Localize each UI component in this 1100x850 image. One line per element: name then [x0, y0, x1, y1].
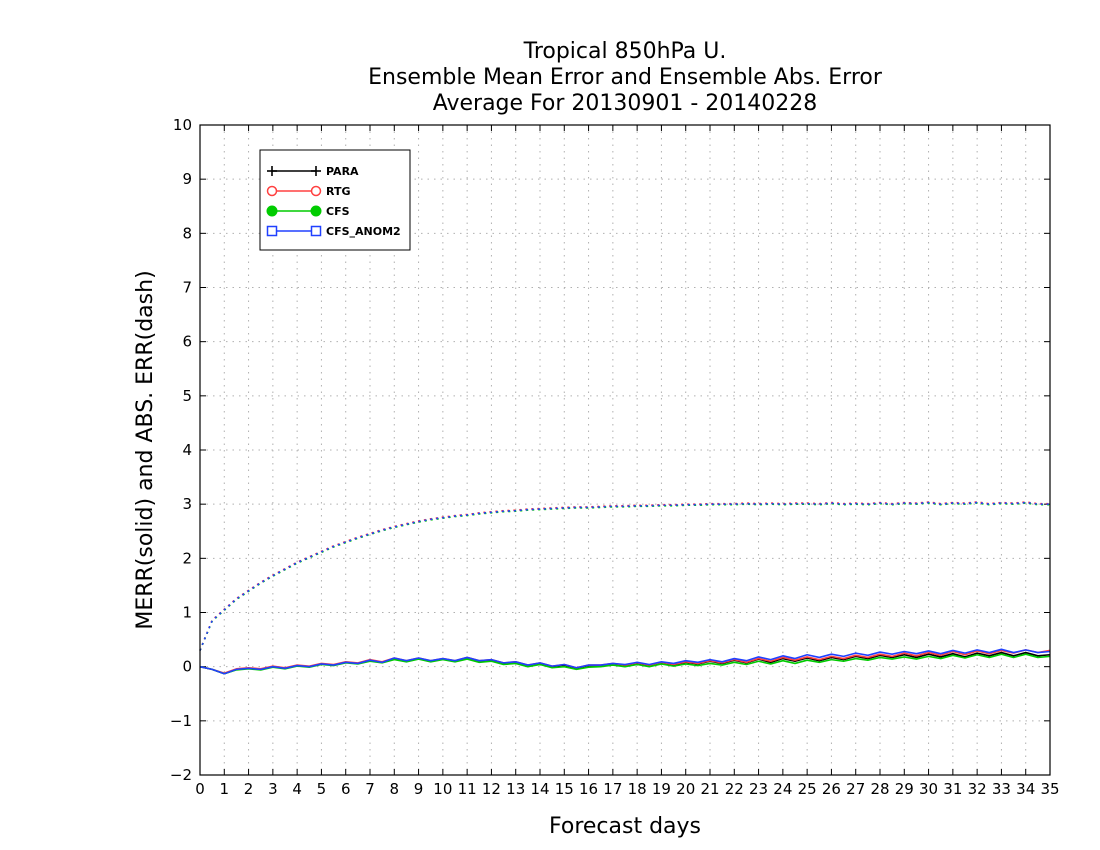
y-tick-label: 9	[182, 170, 192, 188]
x-tick-label: 7	[365, 780, 375, 798]
y-tick-label: −1	[170, 712, 192, 730]
legend-label: PARA	[326, 165, 359, 178]
x-tick-label: 27	[846, 780, 865, 798]
legend-box	[259, 149, 411, 251]
x-tick-label: 29	[895, 780, 914, 798]
plot-frame	[199, 124, 1051, 776]
y-tick-label: 5	[182, 387, 192, 405]
square-marker-icon	[266, 225, 278, 237]
y-tick-label: 10	[173, 116, 192, 134]
legend-item-rtg: RTG	[266, 185, 351, 198]
series-line-cfs-anom2-solid	[199, 648, 1051, 675]
chart-title-line-1: Tropical 850hPa U.	[523, 39, 727, 64]
x-tick-label: 5	[317, 780, 327, 798]
x-tick-label: 0	[195, 780, 205, 798]
filled-circle-marker-icon	[266, 205, 278, 217]
series-line-rtg-dash	[199, 501, 1050, 651]
y-tick-label: 8	[182, 224, 192, 242]
x-tick-label: 11	[458, 780, 477, 798]
y-tick-label: 3	[182, 495, 192, 513]
x-tick-label: 23	[749, 780, 768, 798]
legend-label: CFS	[326, 205, 350, 218]
y-axis-label: MERR(solid) and ABS. ERR(dash)	[133, 270, 158, 629]
x-tick-label: 16	[579, 780, 598, 798]
series-line-rtg-solid	[199, 649, 1051, 674]
x-tick-label: 8	[390, 780, 400, 798]
legend: PARA RTG CFS CFS_ANOM2	[259, 149, 411, 251]
x-tick-label: 18	[628, 780, 647, 798]
x-tick-label: 34	[1016, 780, 1035, 798]
series-line-cfs-anom2-dash	[199, 501, 1050, 651]
x-tick-label: 28	[870, 780, 889, 798]
x-tick-label: 4	[292, 780, 302, 798]
series-line-cfs-dash	[199, 502, 1050, 651]
x-tick-label: 17	[603, 780, 622, 798]
square-marker-icon	[310, 225, 322, 237]
legend-item-cfs-anom2: CFS_ANOM2	[266, 225, 401, 238]
chart-title-line-3: Average For 20130901 - 20140228	[433, 91, 818, 116]
series-line-para-solid	[199, 651, 1051, 675]
chart-title-line-2: Ensemble Mean Error and Ensemble Abs. Er…	[368, 65, 883, 90]
y-tick-label: 1	[182, 604, 192, 622]
x-tick-label: 13	[506, 780, 525, 798]
x-tick-label: 9	[414, 780, 424, 798]
y-tick-label: 7	[182, 279, 192, 297]
plot-series	[199, 501, 1051, 675]
legend-item-cfs: CFS	[266, 205, 350, 218]
y-tick-label: 6	[182, 333, 192, 351]
series-line-para-dash	[199, 501, 1050, 651]
x-tick-label: 10	[433, 780, 452, 798]
y-tick-label: 4	[182, 441, 192, 459]
x-tick-label: 35	[1040, 780, 1059, 798]
x-tick-label: 12	[482, 780, 501, 798]
x-axis-label: Forecast days	[549, 814, 701, 839]
x-tick-label: 20	[676, 780, 695, 798]
y-tick-label: 0	[182, 658, 192, 676]
x-tick-label: 2	[244, 780, 254, 798]
x-tick-label: 6	[341, 780, 351, 798]
circle-marker-icon	[310, 185, 322, 197]
x-tick-label: 30	[919, 780, 938, 798]
x-tick-label: 25	[798, 780, 817, 798]
x-tick-label: 1	[220, 780, 230, 798]
x-tick-label: 33	[992, 780, 1011, 798]
x-tick-label: 19	[652, 780, 671, 798]
y-tick-label: 2	[182, 549, 192, 567]
x-tick-label: 24	[773, 780, 792, 798]
grid	[200, 125, 1050, 775]
x-tick-label: 32	[968, 780, 987, 798]
x-tick-label: 3	[268, 780, 278, 798]
filled-circle-marker-icon	[310, 205, 322, 217]
legend-item-para: PARA	[267, 165, 359, 178]
x-tick-label: 21	[700, 780, 719, 798]
x-tick-label: 31	[943, 780, 962, 798]
circle-marker-icon	[266, 185, 278, 197]
y-tick-label: −2	[170, 766, 192, 784]
legend-label: CFS_ANOM2	[326, 225, 401, 238]
x-tick-label: 15	[555, 780, 574, 798]
legend-label: RTG	[326, 185, 351, 198]
x-tick-label: 14	[530, 780, 549, 798]
x-tick-label: 22	[725, 780, 744, 798]
x-tick-label: 26	[822, 780, 841, 798]
